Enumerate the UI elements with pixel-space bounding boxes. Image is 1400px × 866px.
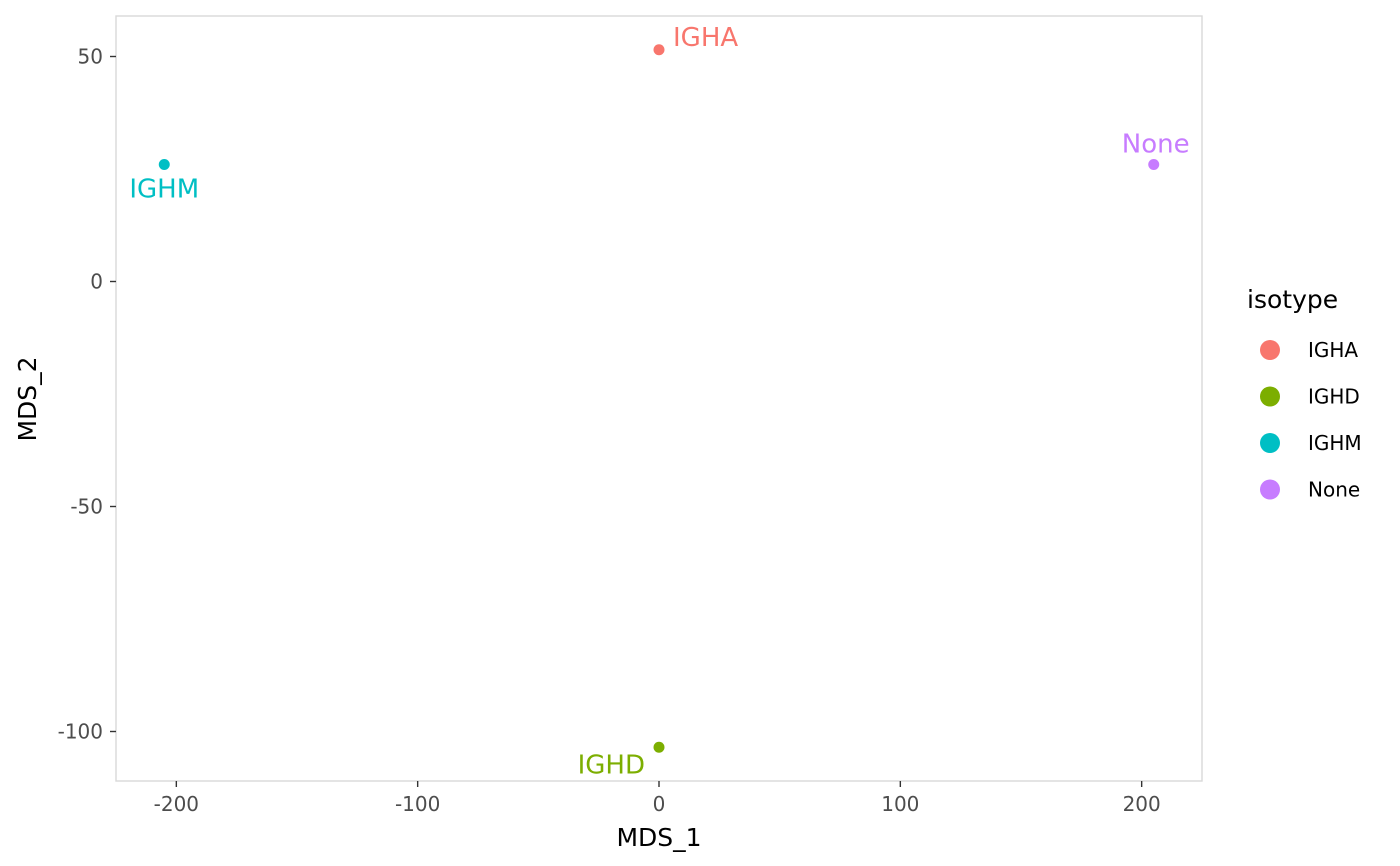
legend-key-ighm — [1260, 433, 1280, 453]
y-axis: -100 -50 0 50 — [58, 45, 116, 744]
y-tick-label: 50 — [78, 45, 103, 69]
x-tick-label: 0 — [653, 792, 666, 816]
data-labels: IGHA IGHM None IGHD — [129, 23, 1189, 781]
x-tick-label: -200 — [154, 792, 199, 816]
x-tick-label: -100 — [395, 792, 440, 816]
x-tick-label: 100 — [881, 792, 919, 816]
data-points — [158, 44, 1160, 753]
data-label-none: None — [1122, 130, 1190, 160]
x-tick-label: 200 — [1123, 792, 1161, 816]
data-point-igha — [653, 44, 665, 56]
data-label-igha: IGHA — [673, 23, 738, 53]
panel-border — [115, 15, 1203, 782]
legend-label-igha: IGHA — [1308, 338, 1358, 362]
y-tick-label: -100 — [58, 720, 103, 744]
data-label-ighd: IGHD — [578, 750, 645, 780]
y-tick-label: -50 — [70, 495, 103, 519]
x-axis: -200 -100 0 100 200 — [154, 781, 1161, 816]
legend-key-igha — [1260, 340, 1280, 360]
legend-key-none — [1260, 479, 1280, 500]
y-tick-label: 0 — [90, 270, 103, 294]
data-point-ighm — [158, 159, 170, 170]
legend-label-none: None — [1308, 478, 1360, 502]
legend-label-ighd: IGHD — [1308, 385, 1360, 409]
legend: isotype IGHA IGHD IGHM None — [1247, 285, 1362, 502]
legend-label-ighm: IGHM — [1308, 431, 1362, 455]
x-axis-title: MDS_1 — [616, 823, 701, 852]
data-label-ighm: IGHM — [129, 175, 199, 205]
y-axis-title: MDS_2 — [13, 356, 42, 441]
data-point-ighd — [653, 741, 665, 753]
legend-key-ighd — [1260, 386, 1280, 407]
data-point-none — [1148, 159, 1160, 170]
legend-title: isotype — [1247, 285, 1338, 314]
